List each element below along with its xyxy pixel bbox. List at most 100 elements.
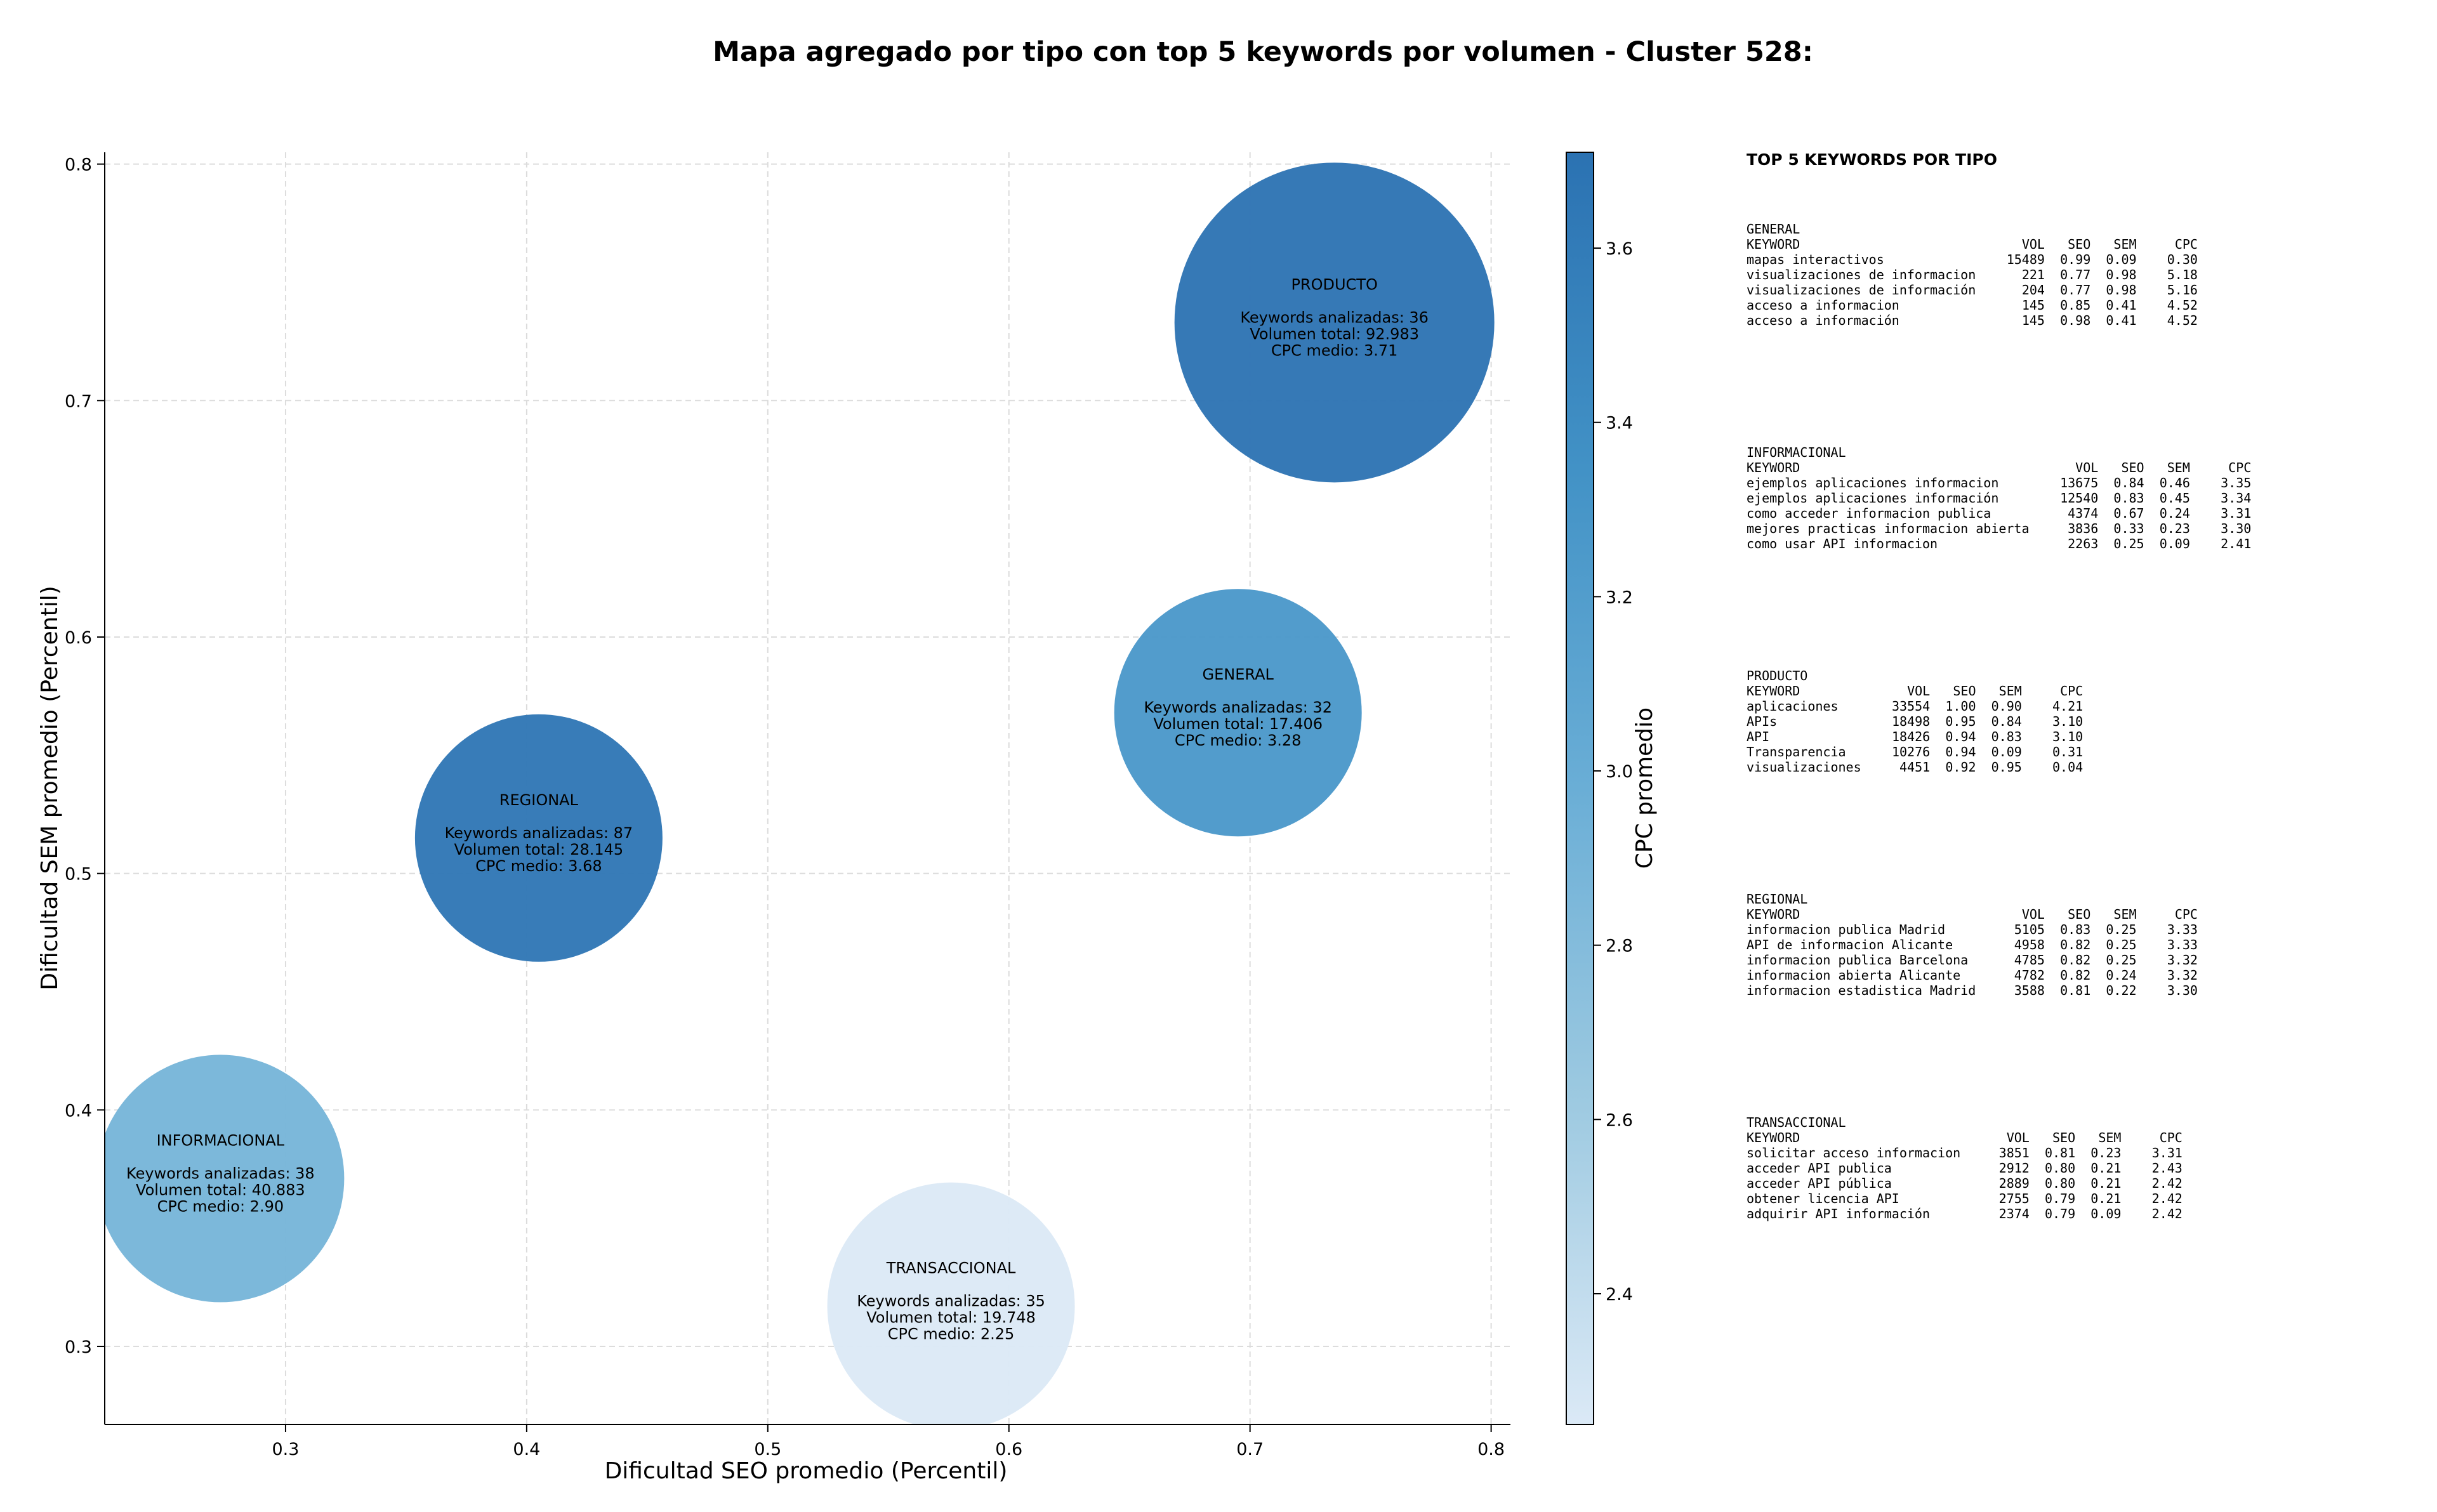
- panel-cell: 2.43: [2152, 1160, 2183, 1176]
- panel-cell: 0.94: [1945, 744, 1976, 759]
- bubble-info-line: Keywords analizadas: 87: [445, 824, 633, 842]
- panel-cell: 0.24: [2106, 968, 2136, 983]
- panel-cell: 2755: [1999, 1191, 2030, 1206]
- bubble-info-line: CPC medio: 2.25: [888, 1325, 1015, 1343]
- panel-cell: 0.83: [1991, 729, 2022, 744]
- panel-cell: mejores practicas informacion abierta: [1747, 521, 2030, 536]
- panel-cell: 0.09: [2090, 1206, 2121, 1221]
- panel-header-cell: SEO: [2052, 1130, 2075, 1145]
- bubble-label: REGIONAL: [499, 791, 579, 809]
- panel-cell: 4.52: [2167, 313, 2198, 328]
- panel-cell: 0.41: [2106, 298, 2136, 313]
- panel-group-name: INFORMACIONAL: [1747, 445, 1846, 460]
- panel-cell: 10276: [1892, 744, 1930, 759]
- colorbar-ticks: 2.4 2.6 2.8 3.0 3.2 3.4 3.6: [1594, 239, 1633, 1305]
- panel-cell: 0.98: [2106, 267, 2136, 282]
- x-tick-label: 0.7: [1236, 1440, 1264, 1459]
- colorbar-tick-label: 2.4: [1606, 1285, 1633, 1305]
- y-tick-label: 0.4: [65, 1101, 92, 1121]
- bubble-info-line: CPC medio: 3.68: [475, 857, 602, 875]
- panel-cell: 5105: [2014, 922, 2045, 937]
- panel-cell: 0.45: [2160, 490, 2190, 506]
- panel-cell: 0.85: [2060, 298, 2090, 313]
- panel-cell: 145: [2022, 313, 2045, 328]
- panel-cell: 0.79: [2045, 1191, 2075, 1206]
- panel-cell: 0.95: [1945, 714, 1976, 729]
- panel-cell: 4451: [1899, 759, 1930, 775]
- panel-header-cell: SEM: [2113, 907, 2136, 922]
- panel-cell: 0.21: [2090, 1160, 2121, 1176]
- panel-header-cell: SEM: [2098, 1130, 2121, 1145]
- panel-cell: mapas interactivos: [1747, 252, 1884, 267]
- bubble-info-line: CPC medio: 2.90: [157, 1197, 284, 1215]
- bubble-label: PRODUCTO: [1291, 275, 1377, 293]
- panel-cell: acceso a información: [1747, 313, 1899, 328]
- bubble-general: [1114, 589, 1362, 837]
- panel-group-name: PRODUCTO: [1747, 668, 1807, 683]
- colorbar-label: CPC promedio: [1632, 707, 1658, 869]
- panel-cell: 0.80: [2045, 1176, 2075, 1191]
- panel-cell: 0.81: [2060, 983, 2090, 998]
- y-tick-label: 0.3: [65, 1338, 92, 1357]
- panel-header-cell: SEO: [2121, 460, 2144, 475]
- panel-cell: 2.41: [2221, 536, 2251, 551]
- panel-cell: como acceder informacion publica: [1747, 506, 1991, 521]
- panel-cell: 18426: [1892, 729, 1930, 744]
- panel-cell: 15489: [2007, 252, 2045, 267]
- bubble-info-line: Volumen total: 28.145: [454, 841, 624, 858]
- panel-cell: 3.31: [2152, 1145, 2183, 1160]
- bubble-info-line: Volumen total: 19.748: [866, 1309, 1036, 1327]
- panel-cell: 0.81: [2045, 1145, 2075, 1160]
- panel-cell: 221: [2022, 267, 2045, 282]
- panel-cell: como usar API informacion: [1747, 536, 1938, 551]
- colorbar: 2.4 2.6 2.8 3.0 3.2 3.4 3.6 CPC promedio: [1566, 152, 1658, 1425]
- panel-header-cell: VOL: [2022, 907, 2045, 922]
- panel-cell: 0.25: [2106, 937, 2136, 952]
- x-tick-label: 0.6: [995, 1440, 1022, 1459]
- bubble-info-line: Volumen total: 40.883: [136, 1181, 305, 1199]
- panel-cell: 3.10: [2052, 714, 2083, 729]
- panel-cell: 0.09: [1991, 744, 2022, 759]
- panel-header-cell: CPC: [2060, 683, 2083, 699]
- panel-cell: 2263: [2068, 536, 2098, 551]
- panel-cell: visualizaciones de información: [1747, 282, 1976, 298]
- panel-cell: 0.25: [2106, 952, 2136, 968]
- panel-cell: obtener licencia API: [1747, 1191, 1899, 1206]
- panel-cell: 0.24: [2160, 506, 2190, 521]
- panel-cell: 3.30: [2221, 521, 2251, 536]
- panel-header-cell: KEYWORD: [1747, 460, 1800, 475]
- x-tick-label: 0.4: [513, 1440, 540, 1459]
- panel-header-cell: VOL: [2022, 237, 2045, 252]
- panel-cell: 0.82: [2060, 968, 2090, 983]
- panel-cell: 0.92: [1945, 759, 1976, 775]
- panel-cell: 3.33: [2167, 922, 2198, 937]
- panel-cell: 2.42: [2152, 1176, 2183, 1191]
- panel-cell: 2.42: [2152, 1191, 2183, 1206]
- panel-cell: 0.41: [2106, 313, 2136, 328]
- panel-cell: informacion publica Barcelona: [1747, 952, 1968, 968]
- panel-cell: acceder API publica: [1747, 1160, 1892, 1176]
- panel-cell: API: [1747, 729, 1769, 744]
- panel-cell: informacion estadistica Madrid: [1747, 983, 1976, 998]
- panel-cell: 0.31: [2052, 744, 2083, 759]
- bubble-informacional: [105, 1055, 345, 1303]
- panel-header-cell: CPC: [2228, 460, 2251, 475]
- panel-cell: 0.94: [1945, 729, 1976, 744]
- panel-cell: 3.35: [2221, 475, 2251, 490]
- colorbar-tick-label: 2.8: [1606, 937, 1633, 956]
- panel-cell: 4.52: [2167, 298, 2198, 313]
- panel-cell: 1.00: [1945, 699, 1976, 714]
- panel-header-cell: CPC: [2175, 907, 2198, 922]
- panel-cell: 0.30: [2167, 252, 2198, 267]
- panel-cell: 0.79: [2045, 1206, 2075, 1221]
- bubble-label: INFORMACIONAL: [157, 1131, 285, 1149]
- panel-cell: 3.34: [2221, 490, 2251, 506]
- panel-cell: 2912: [1999, 1160, 2030, 1176]
- panel-cell: 0.33: [2113, 521, 2144, 536]
- panel-group-name: REGIONAL: [1747, 891, 1807, 907]
- chart-title: Mapa agregado por tipo con top 5 keyword…: [713, 36, 1813, 68]
- panel-cell: 3.32: [2167, 952, 2198, 968]
